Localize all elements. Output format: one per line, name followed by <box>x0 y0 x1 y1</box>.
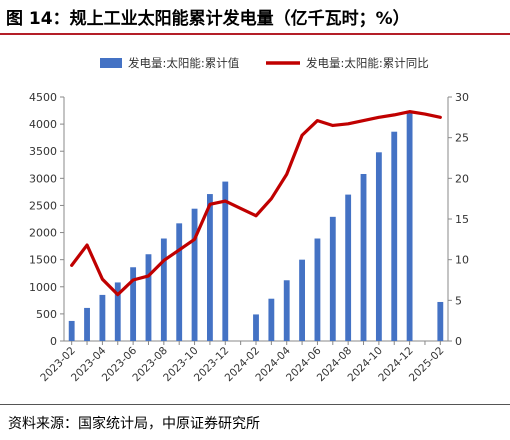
bar <box>191 208 198 341</box>
bar <box>345 194 352 341</box>
y-left-tick-label: 3000 <box>29 172 57 185</box>
y-left-tick-label: 500 <box>36 308 57 321</box>
axes: 0 500 1000 1500 2000 2500 3000 3500 4000 4500 0 5 10… <box>29 91 469 384</box>
bar <box>283 280 290 341</box>
title-rule <box>0 33 510 35</box>
bar <box>114 282 121 341</box>
footer-rule <box>0 404 510 405</box>
bar <box>329 216 336 341</box>
line-series <box>70 110 442 297</box>
source-note: 资料来源：国家统计局，中原证券研究所 <box>8 416 260 432</box>
legend: 发电量:太阳能:累计值 发电量:太阳能:累计同比 <box>100 56 429 70</box>
legend-label-bar: 发电量:太阳能:累计值 <box>128 56 240 70</box>
bar <box>314 238 321 341</box>
legend-swatch-bar <box>100 58 122 68</box>
chart-title: 图 14：规上工业太阳能累计发电量（亿千瓦时；%） <box>6 9 410 29</box>
y-left-tick-label: 4500 <box>29 91 57 104</box>
bar <box>391 131 398 341</box>
bar <box>268 298 275 341</box>
y-left-tick-label: 4000 <box>29 118 57 131</box>
chart: 0 500 1000 1500 2000 2500 3000 3500 4000 4500 0 5 10… <box>29 56 469 384</box>
bar <box>176 223 183 341</box>
bar <box>222 181 229 341</box>
y-left-tick-label: 2500 <box>29 199 57 212</box>
bar <box>360 173 367 341</box>
bar <box>253 314 259 341</box>
y-right-tick-label: 20 <box>455 172 469 185</box>
y-right-tick-label: 0 <box>455 335 462 348</box>
bar <box>299 259 305 341</box>
y-right-tick-label: 10 <box>455 254 469 267</box>
bar <box>145 254 152 341</box>
legend-label-line: 发电量:太阳能:累计同比 <box>306 56 429 70</box>
bar <box>99 294 106 341</box>
bar <box>207 194 213 341</box>
bar <box>130 267 137 341</box>
bar <box>406 110 413 341</box>
y-left-tick-label: 3500 <box>29 145 57 158</box>
yoy-line <box>70 110 442 297</box>
bar <box>160 238 167 341</box>
y-left-tick-label: 1000 <box>29 281 57 294</box>
y-right-tick-label: 25 <box>455 132 469 145</box>
bar <box>437 301 444 341</box>
y-right-tick-label: 5 <box>455 294 462 307</box>
bar <box>375 152 382 341</box>
bar <box>68 320 75 341</box>
y-right-tick-label: 15 <box>455 213 469 226</box>
y-left-tick-label: 1500 <box>29 254 57 267</box>
bar <box>84 307 90 341</box>
y-left-tick-label: 0 <box>50 335 57 348</box>
y-right-tick-label: 30 <box>455 91 469 104</box>
bar-series <box>68 110 444 341</box>
y-left-tick-label: 2000 <box>29 227 57 240</box>
